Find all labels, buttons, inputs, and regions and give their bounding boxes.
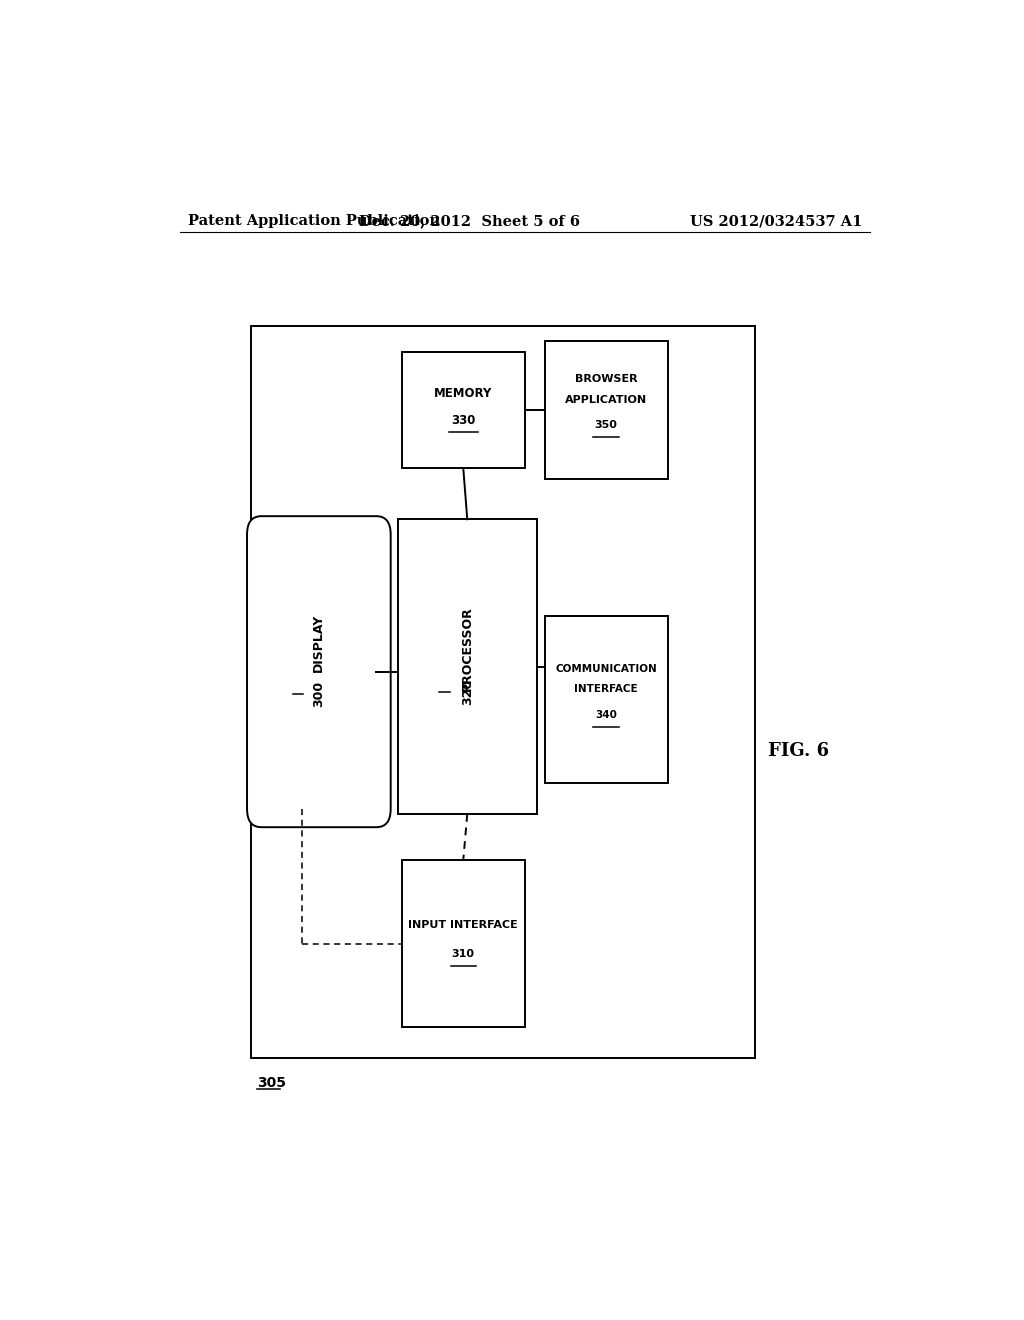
Text: 310: 310 xyxy=(452,949,475,958)
FancyBboxPatch shape xyxy=(545,615,668,784)
Text: US 2012/0324537 A1: US 2012/0324537 A1 xyxy=(690,214,862,228)
Text: MEMORY: MEMORY xyxy=(434,387,493,400)
Text: 300: 300 xyxy=(312,681,326,708)
Text: DISPLAY: DISPLAY xyxy=(312,614,326,672)
Text: 320: 320 xyxy=(461,678,474,705)
FancyBboxPatch shape xyxy=(401,351,524,469)
Text: COMMUNICATION: COMMUNICATION xyxy=(555,664,657,675)
FancyBboxPatch shape xyxy=(401,859,524,1027)
Text: PROCESSOR: PROCESSOR xyxy=(461,606,474,690)
Text: FIG. 6: FIG. 6 xyxy=(768,742,829,759)
FancyBboxPatch shape xyxy=(545,342,668,479)
Text: 350: 350 xyxy=(595,420,617,430)
FancyBboxPatch shape xyxy=(251,326,755,1057)
Text: APPLICATION: APPLICATION xyxy=(565,395,647,405)
Text: Dec. 20, 2012  Sheet 5 of 6: Dec. 20, 2012 Sheet 5 of 6 xyxy=(358,214,580,228)
Text: Patent Application Publication: Patent Application Publication xyxy=(187,214,439,228)
Text: 305: 305 xyxy=(257,1076,287,1090)
Text: INPUT INTERFACE: INPUT INTERFACE xyxy=(409,920,518,931)
Text: INTERFACE: INTERFACE xyxy=(574,685,638,694)
FancyBboxPatch shape xyxy=(247,516,391,828)
FancyBboxPatch shape xyxy=(397,519,537,814)
Text: 330: 330 xyxy=(452,413,475,426)
Text: 340: 340 xyxy=(595,710,617,719)
Text: BROWSER: BROWSER xyxy=(574,375,638,384)
